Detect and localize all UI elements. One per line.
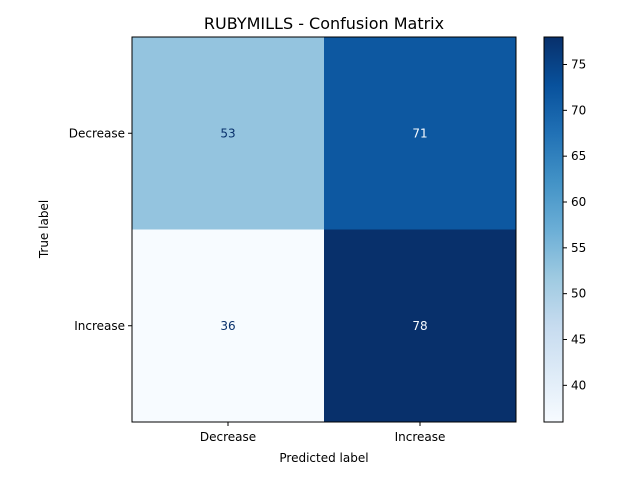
cell-value-label: 53	[220, 126, 235, 140]
x-tick-label: Increase	[395, 430, 446, 444]
x-tick-label: Decrease	[200, 430, 256, 444]
y-axis-label: True label	[37, 200, 51, 259]
colorbar-tick-label: 40	[571, 378, 586, 392]
colorbar-tick-label: 75	[571, 58, 586, 72]
plot-frame	[131, 36, 517, 423]
colorbar-tick-label: 70	[571, 103, 586, 117]
colorbar-tick-label: 45	[571, 333, 586, 347]
colorbar-ticks: 40 45 50 55 60 65 70 75	[563, 58, 586, 392]
heatmap-cell	[132, 229, 324, 422]
x-axis-label: Predicted label	[279, 451, 368, 465]
colorbar-gradient	[544, 37, 563, 422]
colorbar-tick-label: 55	[571, 241, 586, 255]
heatmap-cell	[132, 37, 324, 230]
x-axis-ticks: Decrease Increase	[200, 422, 446, 444]
y-tick-label: Decrease	[69, 126, 125, 140]
cell-value-label: 36	[220, 319, 235, 333]
cell-value-label: 71	[412, 126, 427, 140]
heatmap-cell	[324, 229, 516, 422]
cell-value-label: 78	[412, 319, 427, 333]
heatmap-cell-labels: 53 71 36 78	[220, 126, 427, 333]
colorbar-tick-label: 65	[571, 149, 586, 163]
colorbar-tick-label: 60	[571, 195, 586, 209]
chart-title: RUBYMILLS - Confusion Matrix	[204, 14, 444, 33]
colorbar-tick-label: 50	[571, 287, 586, 301]
y-axis-ticks: Decrease Increase	[69, 126, 132, 333]
heatmap-cell	[324, 37, 516, 230]
colorbar-frame	[543, 36, 564, 423]
y-tick-label: Increase	[74, 319, 125, 333]
heatmap-cells	[132, 37, 516, 422]
